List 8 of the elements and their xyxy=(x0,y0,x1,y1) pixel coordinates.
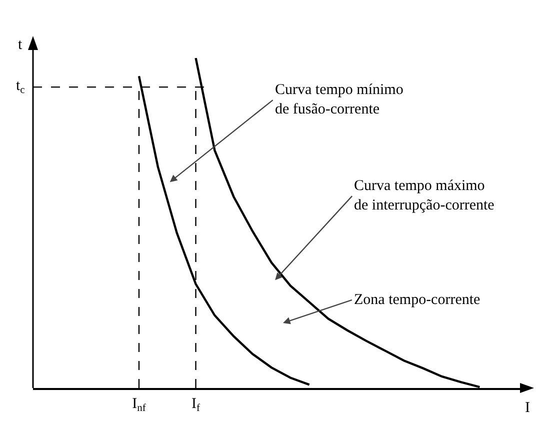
annotation: Zona tempo-corrente xyxy=(354,292,481,308)
annotation: Curva tempo máximo de interrupção-corrente xyxy=(354,178,495,214)
y-axis-title: t xyxy=(18,37,23,53)
annotation: Curva tempo mínimo de fusão-corrente xyxy=(275,82,404,118)
x-axis-title: I xyxy=(525,400,530,416)
x-tick-label: I$_{nf}$ xyxy=(132,396,146,414)
x-tick-label: I$_{f}$ xyxy=(192,396,201,414)
ref-line-label: t$_{c}$ xyxy=(16,78,26,96)
